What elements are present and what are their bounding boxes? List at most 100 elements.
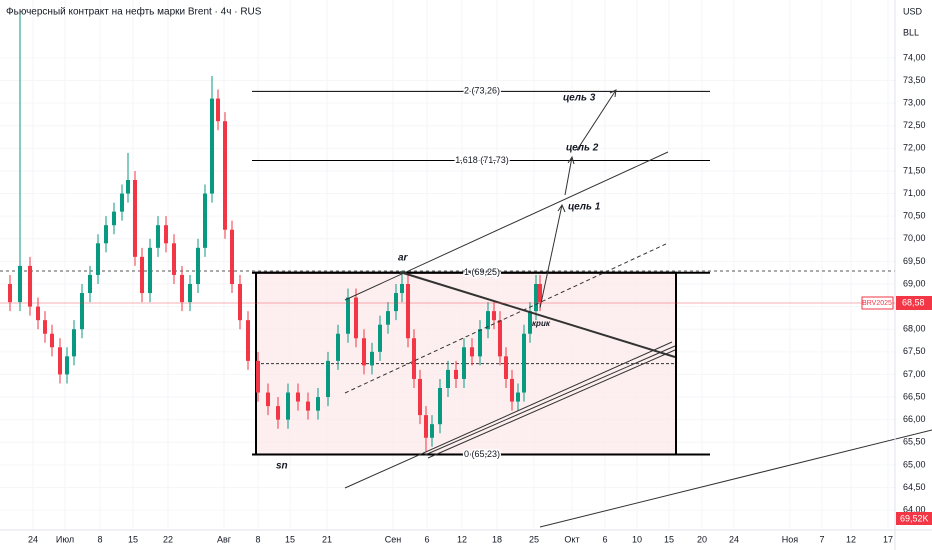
x-tick-label: Сен bbox=[385, 534, 402, 544]
candle-body bbox=[470, 347, 474, 357]
symbol-tag bbox=[861, 296, 894, 310]
arrow-2 bbox=[564, 155, 575, 196]
candle-body bbox=[18, 265, 22, 303]
candle-body bbox=[462, 347, 466, 379]
fib-label: 1 (69,25) bbox=[464, 267, 500, 277]
x-tick-label: 25 bbox=[529, 534, 539, 544]
long-trend bbox=[539, 429, 932, 528]
candle-body bbox=[104, 225, 108, 244]
volume-label: 69,52K bbox=[900, 513, 929, 523]
y-tick-label: 64,00 bbox=[903, 504, 926, 514]
x-tick-label: 20 bbox=[697, 534, 707, 544]
y-tick-label: 69,50 bbox=[903, 256, 926, 266]
x-tick-label: Июл bbox=[56, 534, 74, 544]
candle-body bbox=[534, 283, 538, 312]
y-tick-label: 72,00 bbox=[903, 143, 926, 153]
candle-body bbox=[126, 179, 130, 194]
unit: BLL bbox=[903, 27, 919, 37]
drawings bbox=[344, 89, 932, 528]
candle-body bbox=[210, 98, 214, 194]
x-tick-label: Авг bbox=[217, 534, 232, 544]
candle-body bbox=[112, 211, 116, 226]
y-tick-label: 73,00 bbox=[903, 97, 926, 107]
last-price-tag bbox=[896, 295, 932, 310]
volume-tag bbox=[896, 512, 932, 525]
x-tick-label: 12 bbox=[846, 534, 856, 544]
candle-body bbox=[346, 297, 350, 334]
x-tick-label: 24 bbox=[28, 534, 38, 544]
x-tick-label: 18 bbox=[492, 534, 502, 544]
candle-body bbox=[238, 283, 242, 321]
candle-body bbox=[140, 256, 144, 294]
candle-body bbox=[36, 306, 40, 321]
candle-body bbox=[394, 293, 398, 312]
channel-mid bbox=[344, 242, 669, 394]
candle-body bbox=[216, 98, 220, 122]
candle-body bbox=[336, 333, 340, 361]
x-tick-label: 6 bbox=[602, 534, 607, 544]
candle-body bbox=[316, 397, 320, 411]
candle-body bbox=[230, 229, 234, 284]
candle-body bbox=[498, 320, 502, 357]
candle-body bbox=[406, 283, 410, 339]
chart-title: Фьючерсный контракт на нефть марки Brent… bbox=[6, 6, 262, 18]
y-tick-label: 66,50 bbox=[903, 391, 926, 401]
y-tick-label: 65,50 bbox=[903, 437, 926, 447]
candles bbox=[8, 12, 542, 452]
candle-body bbox=[276, 406, 280, 420]
y-tick-label: 70,50 bbox=[903, 211, 926, 221]
candle-body bbox=[180, 274, 184, 303]
candle-body bbox=[418, 378, 422, 416]
candle-body bbox=[528, 311, 532, 334]
x-tick-label: 22 bbox=[163, 534, 173, 544]
x-tick-label: Окт bbox=[564, 534, 579, 544]
y-tick-label: 67,00 bbox=[903, 369, 926, 379]
candle-body bbox=[256, 360, 260, 393]
x-tick-label: 8 bbox=[97, 534, 102, 544]
candle-body bbox=[72, 329, 76, 357]
x-tick-label: 15 bbox=[664, 534, 674, 544]
fib-label: 1,618 (71,73) bbox=[455, 155, 509, 165]
candle-body bbox=[133, 179, 137, 257]
x-tick-label: 15 bbox=[128, 534, 138, 544]
candle-body bbox=[326, 360, 330, 398]
x-tick-label: 12 bbox=[457, 534, 467, 544]
triangle-bottom-2 bbox=[427, 349, 676, 459]
x-tick-label: 8 bbox=[255, 534, 260, 544]
candle-body bbox=[172, 243, 176, 275]
candle-body bbox=[516, 392, 520, 402]
candle-body bbox=[454, 369, 458, 379]
y-tick-label: 74,00 bbox=[903, 52, 926, 62]
candle-body bbox=[188, 283, 192, 303]
candle-body bbox=[223, 121, 227, 230]
candle-body bbox=[400, 283, 404, 294]
candle-body bbox=[492, 311, 496, 321]
candle-body bbox=[203, 193, 207, 248]
currency: USD bbox=[903, 6, 923, 16]
triangle-top bbox=[399, 271, 676, 358]
candle-body bbox=[8, 283, 12, 303]
arrow-1 bbox=[539, 203, 566, 309]
triangle-bottom bbox=[424, 345, 676, 456]
candle-body bbox=[246, 320, 250, 361]
candle-body bbox=[446, 369, 450, 389]
candle-body bbox=[96, 243, 100, 275]
candle-body bbox=[196, 247, 200, 284]
candle-body bbox=[58, 347, 62, 375]
candle-body bbox=[80, 293, 84, 330]
y-tick-label: 69,00 bbox=[903, 278, 926, 288]
arrow-3 bbox=[576, 89, 617, 151]
candle-body bbox=[286, 392, 290, 420]
target-label: цель 2 bbox=[566, 143, 599, 154]
candle-body bbox=[354, 297, 358, 339]
x-tick-label: 6 bbox=[424, 534, 429, 544]
annotation: ar bbox=[398, 253, 409, 264]
candle-body bbox=[386, 311, 390, 325]
candle-body bbox=[156, 225, 160, 248]
candle-body bbox=[362, 338, 366, 366]
candle-body bbox=[370, 351, 374, 366]
x-tick-label: 7 bbox=[819, 534, 824, 544]
channel-lower bbox=[344, 341, 673, 489]
